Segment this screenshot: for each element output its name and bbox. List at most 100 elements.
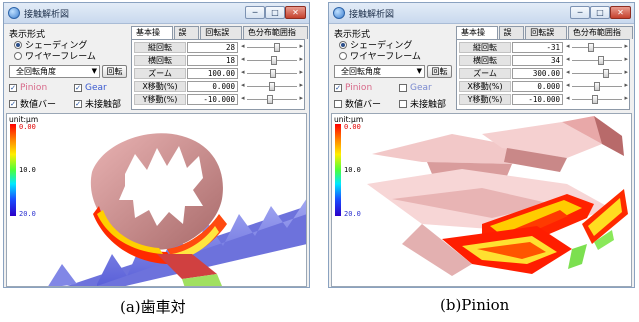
param-value-input[interactable]: 34 bbox=[512, 55, 563, 66]
slider-right-arrow-icon[interactable]: ▸ bbox=[299, 42, 303, 50]
checkbox[interactable] bbox=[399, 99, 407, 108]
slider-left-arrow-icon[interactable]: ◂ bbox=[241, 42, 245, 50]
radio-dot[interactable] bbox=[14, 40, 22, 49]
slider-right-arrow-icon[interactable]: ▸ bbox=[624, 42, 628, 50]
param-slider[interactable]: ◂ ▸ bbox=[241, 94, 303, 104]
param-slider[interactable]: ◂ ▸ bbox=[241, 42, 303, 52]
param-slider[interactable]: ◂ ▸ bbox=[566, 55, 628, 65]
slider-left-arrow-icon[interactable]: ◂ bbox=[566, 68, 570, 76]
slider-left-arrow-icon[interactable]: ◂ bbox=[566, 55, 570, 63]
slider-right-arrow-icon[interactable]: ▸ bbox=[624, 81, 628, 89]
check-no-contact[interactable]: 未接触部 bbox=[399, 97, 446, 110]
slider-right-arrow-icon[interactable]: ▸ bbox=[624, 68, 628, 76]
param-slider[interactable]: ◂ ▸ bbox=[566, 94, 628, 104]
slider-thumb[interactable] bbox=[587, 43, 594, 52]
view-angle-select[interactable]: 全回転角度 ▼ bbox=[334, 65, 425, 78]
param-value-input[interactable]: 28 bbox=[187, 42, 238, 53]
slider-thumb[interactable] bbox=[602, 69, 609, 78]
slider-thumb[interactable] bbox=[591, 95, 598, 104]
tab-error[interactable]: 誤差 bbox=[173, 26, 200, 49]
maximize-button[interactable]: □ bbox=[590, 6, 610, 19]
radio-wireframe[interactable]: ワイヤーフレーム bbox=[339, 49, 421, 62]
radio-dot[interactable] bbox=[339, 51, 347, 60]
param-slider[interactable]: ◂ ▸ bbox=[241, 68, 303, 78]
checkbox[interactable]: ✓ bbox=[334, 84, 342, 92]
slider-left-arrow-icon[interactable]: ◂ bbox=[241, 55, 245, 63]
check-gear[interactable]: Gear bbox=[399, 83, 432, 93]
param-value-input[interactable]: -10.000 bbox=[512, 94, 563, 105]
rotate-button[interactable]: 回転 bbox=[102, 65, 127, 78]
param-value-input[interactable]: 100.00 bbox=[187, 68, 238, 79]
checkbox[interactable] bbox=[334, 99, 342, 108]
slider-right-arrow-icon[interactable]: ▸ bbox=[624, 94, 628, 102]
tab-color-range[interactable]: 色分布範囲指定 bbox=[242, 26, 308, 49]
radio-shading[interactable]: シェーディング bbox=[14, 38, 87, 51]
slider-thumb[interactable] bbox=[271, 56, 278, 65]
slider-left-arrow-icon[interactable]: ◂ bbox=[241, 81, 245, 89]
slider-thumb[interactable] bbox=[274, 43, 281, 52]
param-value-input[interactable]: -31 bbox=[512, 42, 563, 53]
slider-left-arrow-icon[interactable]: ◂ bbox=[566, 42, 570, 50]
tab-error[interactable]: 誤差 bbox=[498, 26, 525, 49]
dropdown-arrow-icon[interactable]: ▼ bbox=[416, 67, 422, 75]
param-slider[interactable]: ◂ ▸ bbox=[241, 81, 303, 91]
check-value-bar[interactable]: 数値バー bbox=[334, 97, 381, 110]
3d-viewport[interactable]: unit:μm 0.00 10.0 20.0 bbox=[6, 113, 307, 287]
minimize-button[interactable]: ─ bbox=[570, 6, 590, 19]
slider-right-arrow-icon[interactable]: ▸ bbox=[299, 81, 303, 89]
title-bar[interactable]: 接触解析図 ─ □ ✕ bbox=[329, 3, 634, 24]
minimize-button[interactable]: ─ bbox=[245, 6, 265, 19]
slider-left-arrow-icon[interactable]: ◂ bbox=[241, 94, 245, 102]
tab-basic[interactable]: 基本操作 bbox=[456, 26, 498, 49]
radio-wireframe[interactable]: ワイヤーフレーム bbox=[14, 49, 96, 62]
slider-thumb[interactable] bbox=[598, 56, 605, 65]
close-button[interactable]: ✕ bbox=[285, 6, 306, 19]
slider-right-arrow-icon[interactable]: ▸ bbox=[624, 55, 628, 63]
tab-basic[interactable]: 基本操作 bbox=[131, 26, 173, 49]
rotate-button[interactable]: 回転 bbox=[427, 65, 452, 78]
slider-left-arrow-icon[interactable]: ◂ bbox=[566, 94, 570, 102]
close-button[interactable]: ✕ bbox=[610, 6, 631, 19]
tab-rotation-error[interactable]: 回転誤差 bbox=[200, 26, 242, 49]
checkbox[interactable]: ✓ bbox=[9, 84, 17, 92]
tab-rotation-error[interactable]: 回転誤差 bbox=[525, 26, 567, 49]
param-slider[interactable]: ◂ ▸ bbox=[241, 55, 303, 65]
slider-thumb[interactable] bbox=[594, 82, 600, 91]
checkbox[interactable]: ✓ bbox=[74, 84, 82, 92]
check-no-contact[interactable]: ✓ 未接触部 bbox=[74, 97, 121, 110]
radio-shading[interactable]: シェーディング bbox=[339, 38, 412, 51]
radio-dot[interactable] bbox=[339, 40, 347, 49]
param-name: X移動(%) bbox=[134, 81, 186, 92]
slider-thumb[interactable] bbox=[269, 69, 276, 78]
view-angle-select[interactable]: 全回転角度 ▼ bbox=[9, 65, 100, 78]
param-value-input[interactable]: 0.000 bbox=[187, 81, 238, 92]
slider-right-arrow-icon[interactable]: ▸ bbox=[299, 94, 303, 102]
slider-right-arrow-icon[interactable]: ▸ bbox=[299, 68, 303, 76]
checkbox[interactable]: ✓ bbox=[74, 99, 82, 108]
slider-left-arrow-icon[interactable]: ◂ bbox=[566, 81, 570, 89]
tab-color-range[interactable]: 色分布範囲指定 bbox=[567, 26, 633, 49]
check-pinion[interactable]: ✓ Pinion bbox=[334, 83, 372, 93]
param-slider[interactable]: ◂ ▸ bbox=[566, 42, 628, 52]
checkbox[interactable]: ✓ bbox=[9, 99, 17, 108]
param-value-input[interactable]: 0.000 bbox=[512, 81, 563, 92]
slider-left-arrow-icon[interactable]: ◂ bbox=[241, 68, 245, 76]
param-value-input[interactable]: -10.000 bbox=[187, 94, 238, 105]
check-gear[interactable]: ✓ Gear bbox=[74, 83, 107, 93]
param-value-input[interactable]: 300.00 bbox=[512, 68, 563, 79]
checkbox[interactable] bbox=[399, 84, 407, 92]
param-value-input[interactable]: 18 bbox=[187, 55, 238, 66]
check-label: Gear bbox=[85, 83, 107, 93]
maximize-button[interactable]: □ bbox=[265, 6, 285, 19]
param-slider[interactable]: ◂ ▸ bbox=[566, 68, 628, 78]
dropdown-arrow-icon[interactable]: ▼ bbox=[91, 67, 97, 75]
slider-right-arrow-icon[interactable]: ▸ bbox=[299, 55, 303, 63]
check-pinion[interactable]: ✓ Pinion bbox=[9, 83, 47, 93]
slider-thumb[interactable] bbox=[266, 95, 273, 104]
slider-thumb[interactable] bbox=[269, 82, 275, 91]
param-slider[interactable]: ◂ ▸ bbox=[566, 81, 628, 91]
title-bar[interactable]: 接触解析図 ─ □ ✕ bbox=[4, 3, 309, 24]
check-value-bar[interactable]: ✓ 数値バー bbox=[9, 97, 56, 110]
3d-viewport[interactable]: unit:μm 0.00 10.0 20.0 bbox=[331, 113, 632, 287]
radio-dot[interactable] bbox=[14, 51, 22, 60]
